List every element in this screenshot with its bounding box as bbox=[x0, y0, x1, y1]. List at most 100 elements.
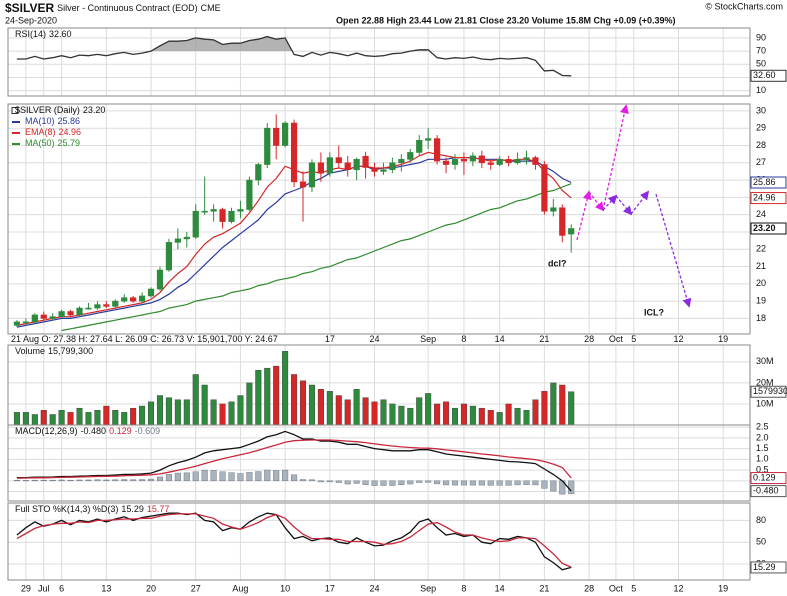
x-tick-label: 5 bbox=[631, 583, 636, 593]
candle-body bbox=[103, 304, 110, 307]
histogram-bar bbox=[568, 480, 575, 495]
candle-body bbox=[487, 162, 494, 165]
volume-bar bbox=[103, 405, 110, 426]
histogram-bar bbox=[273, 470, 280, 482]
histogram-bar bbox=[478, 480, 485, 486]
candle-body bbox=[246, 179, 253, 210]
volume-bar bbox=[76, 407, 83, 426]
volume-bar bbox=[308, 384, 315, 426]
x-tick-label: 17 bbox=[325, 583, 335, 593]
histogram-bar bbox=[514, 480, 521, 486]
volume-bar bbox=[407, 407, 414, 426]
value-box bbox=[750, 176, 787, 189]
exchange: CME bbox=[201, 3, 221, 13]
x-tick-label: Jul bbox=[38, 583, 50, 593]
y-tick-label: 18 bbox=[756, 313, 766, 323]
candle-body bbox=[317, 162, 324, 174]
forecast-arrow bbox=[615, 195, 633, 216]
forecast-arrow bbox=[588, 191, 605, 212]
y-tick-label: 10 bbox=[756, 85, 766, 95]
histogram-bar bbox=[407, 480, 414, 485]
histogram-bar bbox=[94, 479, 101, 482]
y-tick-label: 50 bbox=[756, 537, 766, 547]
histogram-bar bbox=[389, 480, 396, 486]
legend-text: Volume bbox=[15, 346, 45, 356]
histogram-bar bbox=[147, 478, 155, 482]
candle-body bbox=[138, 295, 146, 302]
legend-entry: RSI(14) 32.60 bbox=[15, 29, 72, 39]
candle-body bbox=[85, 307, 92, 310]
legend-text: 32.60 bbox=[49, 29, 72, 39]
candle-body bbox=[299, 181, 307, 188]
value-box-label: -0.480 bbox=[753, 485, 779, 495]
x-tick-label: 24 bbox=[370, 334, 380, 344]
candle-body bbox=[273, 127, 280, 146]
y-tick-label: 29 bbox=[756, 123, 766, 133]
histogram-bar bbox=[326, 480, 333, 483]
legend-entry: EMA(8) 24.96 bbox=[25, 127, 81, 137]
legend-icon bbox=[11, 107, 19, 114]
grid-layer bbox=[8, 28, 750, 580]
volume-bar bbox=[246, 382, 253, 426]
forecast-arrow bbox=[576, 190, 592, 241]
volume-bar bbox=[201, 384, 208, 426]
legend-text: $SILVER (Daily) bbox=[15, 105, 80, 115]
x-tick-label: 28 bbox=[584, 583, 594, 593]
value-box-label: 15.29 bbox=[753, 562, 776, 572]
value-box bbox=[750, 561, 787, 574]
credit: © StockCharts.com bbox=[705, 1, 783, 11]
candle-body bbox=[398, 159, 405, 164]
marks-layer bbox=[13, 35, 575, 571]
candle-body bbox=[255, 164, 262, 181]
volume-bar bbox=[550, 382, 557, 426]
legend-text: RSI(14) bbox=[15, 29, 46, 39]
histogram-bar bbox=[58, 479, 65, 482]
candle-body bbox=[326, 157, 333, 174]
histogram-bar bbox=[451, 480, 459, 486]
volume-bar bbox=[478, 407, 485, 426]
x-tick-label: 12 bbox=[673, 583, 683, 593]
legend-entry: $SILVER (Daily) 23.20 bbox=[15, 105, 105, 115]
legend-entry: Volume 15,799,300 bbox=[15, 346, 93, 356]
histogram-bar bbox=[165, 474, 172, 482]
legend-text: MACD(12,26,9) bbox=[15, 426, 78, 436]
legend-text: Full STO %K(14,3) %D(3) bbox=[15, 504, 118, 514]
rsi-area bbox=[150, 36, 430, 52]
instrument-name: Silver - Continuous Contract (EOD) bbox=[57, 3, 198, 13]
volume-bar bbox=[219, 403, 226, 426]
volume-bar bbox=[183, 399, 190, 426]
symbol: $SILVER bbox=[5, 1, 54, 15]
candle-body bbox=[469, 155, 476, 162]
forecast-arrow bbox=[602, 194, 618, 211]
volume-bar bbox=[496, 412, 503, 426]
histogram-bar bbox=[156, 476, 164, 482]
x-tick-label: 5 bbox=[631, 334, 636, 344]
forecast-arrow bbox=[602, 104, 629, 211]
x-tick-label: 8 bbox=[461, 334, 466, 344]
volume-bar bbox=[514, 407, 521, 426]
volume-bar bbox=[85, 412, 92, 426]
candle-body bbox=[290, 122, 298, 183]
candle-body bbox=[67, 311, 74, 316]
x-tick-label: 14 bbox=[495, 583, 505, 593]
candle-body bbox=[58, 311, 65, 318]
histogram-bar bbox=[442, 480, 450, 486]
y-tick-label: 1.0 bbox=[756, 454, 769, 464]
value-box-label: 32.60 bbox=[753, 70, 776, 80]
candle-body bbox=[228, 210, 235, 222]
candle-body bbox=[505, 159, 512, 164]
volume-bar bbox=[380, 399, 387, 426]
x-tick-label: 29 bbox=[21, 583, 31, 593]
candle-body bbox=[568, 228, 575, 235]
volume-bar bbox=[326, 391, 333, 426]
volume-bar bbox=[58, 410, 65, 426]
value-box bbox=[750, 485, 787, 498]
x-tick-label: Oct bbox=[609, 334, 624, 344]
y-tick-label: 24 bbox=[756, 209, 766, 219]
value-box bbox=[750, 222, 787, 235]
candle-body bbox=[335, 157, 342, 164]
candle-body bbox=[460, 159, 468, 162]
histogram-bar bbox=[469, 480, 476, 486]
histogram-bar bbox=[210, 470, 217, 482]
